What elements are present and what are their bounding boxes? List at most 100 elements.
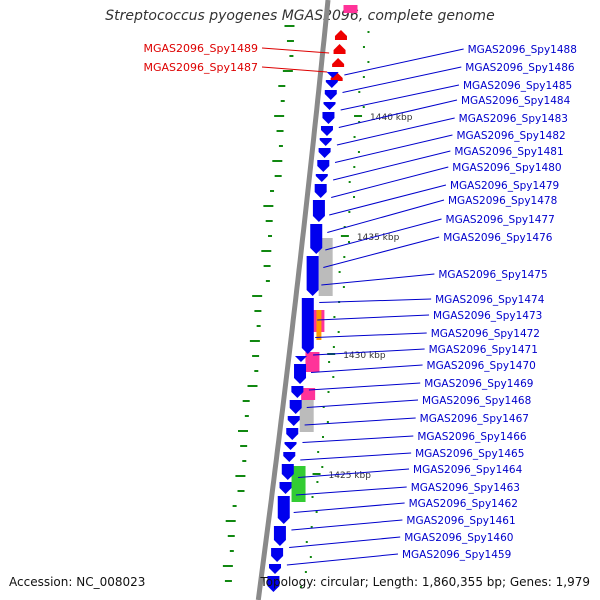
reverse-cds-arrow — [319, 138, 332, 146]
gc-dot — [309, 556, 312, 558]
cog-block — [301, 388, 316, 400]
gene-label-reverse: MGAS2096_Spy1466 — [417, 431, 527, 443]
gc-skew-bar — [289, 55, 294, 57]
gc-skew-bar — [272, 160, 283, 162]
gc-skew-bar — [265, 220, 273, 222]
reverse-cds-arrow — [320, 126, 333, 136]
gene-label-reverse: MGAS2096_Spy1470 — [427, 360, 536, 372]
reverse-cds-arrow — [289, 400, 302, 414]
gc-dot — [321, 466, 324, 468]
cog-block — [291, 466, 306, 502]
leader-line — [291, 519, 403, 531]
gc-dot — [311, 496, 314, 498]
gc-dot — [362, 106, 365, 108]
gc-skew-bar — [254, 310, 262, 312]
gene-label-reverse: MGAS2096_Spy1472 — [431, 328, 540, 340]
gene-label-reverse: MGAS2096_Spy1462 — [409, 498, 518, 510]
gc-dot — [353, 166, 356, 168]
gc-dot — [332, 376, 335, 378]
reverse-cds-arrow — [281, 464, 294, 480]
reverse-cds-arrow — [271, 548, 284, 562]
gene-label-reverse: MGAS2096_Spy1486 — [465, 62, 575, 74]
leader-line — [313, 348, 425, 356]
gc-skew-bar — [242, 460, 247, 462]
reverse-cds-arrow — [317, 160, 330, 172]
tick-label: 1430 kbp — [343, 351, 386, 361]
gc-skew-bar — [282, 70, 293, 72]
reverse-cds-arrow — [301, 298, 314, 354]
cds-track — [267, 30, 347, 592]
gene-label-reverse: MGAS2096_Spy1468 — [422, 395, 531, 407]
gc-dot — [357, 151, 360, 153]
cog-block — [299, 400, 314, 432]
gene-label-forward: MGAS2096_Spy1487 — [144, 61, 259, 74]
gc-dot — [338, 271, 341, 273]
gc-skew-bar — [256, 325, 261, 327]
leader-line — [325, 218, 442, 251]
leader-line — [344, 48, 464, 76]
gene-label-reverse: MGAS2096_Spy1483 — [459, 113, 568, 125]
leader-line — [323, 236, 440, 268]
gc-skew-bar — [276, 130, 284, 132]
leader-line — [308, 382, 421, 391]
gc-skew-bar — [274, 175, 282, 177]
tick-label: 1440 kbp — [370, 113, 413, 123]
gc-skew-bar — [237, 490, 245, 492]
gc-skew-bar — [232, 505, 237, 507]
gc-skew-bar — [247, 385, 258, 387]
gc-dot — [316, 481, 319, 483]
cog-block — [343, 5, 358, 13]
gc-dot — [317, 451, 320, 453]
leader-line — [338, 99, 458, 128]
gc-skew-bar — [263, 265, 271, 267]
gc-dot — [367, 31, 370, 33]
reverse-cds-arrow — [279, 482, 292, 494]
gc-dot — [327, 391, 330, 393]
reverse-cds-arrow — [286, 428, 299, 440]
gc-skew-bar — [249, 340, 260, 342]
reverse-cds-arrow — [326, 72, 339, 78]
gene-label-reverse: MGAS2096_Spy1475 — [438, 269, 547, 281]
reverse-cds-arrow — [294, 356, 307, 362]
gc-skew-bar — [286, 40, 294, 42]
gc-dot — [362, 46, 365, 48]
reverse-cds-arrow — [318, 148, 331, 158]
reverse-cds-arrow — [306, 256, 319, 296]
reverse-cds-arrow — [287, 416, 300, 426]
gc-dot — [348, 211, 351, 213]
gene-label-reverse: MGAS2096_Spy1467 — [420, 413, 529, 425]
gc-dot — [353, 136, 356, 138]
gene-label-reverse: MGAS2096_Spy1485 — [463, 80, 572, 92]
topology-text: Topology: circular; Length: 1,860,355 bp… — [260, 575, 590, 589]
leader-line — [310, 364, 423, 373]
gene-label-reverse: MGAS2096_Spy1481 — [454, 146, 563, 158]
leader-line — [317, 314, 430, 321]
gene-label-reverse: MGAS2096_Spy1460 — [404, 532, 513, 544]
reverse-cds-arrow — [314, 184, 327, 198]
leader-line — [342, 66, 462, 93]
reverse-cds-arrow — [322, 112, 335, 124]
gc-dot — [343, 226, 346, 228]
leader-line — [295, 486, 407, 496]
gc-dot — [343, 256, 346, 258]
gc-skew-bar — [244, 415, 249, 417]
leader-line — [261, 66, 328, 73]
gene-label-reverse: MGAS2096_Spy1465 — [415, 448, 524, 460]
accession-text: Accession: NC_008023 — [9, 575, 146, 589]
gc-dot — [358, 121, 361, 123]
gc-dot — [367, 61, 370, 63]
gc-dot — [310, 526, 313, 528]
gene-label-reverse: MGAS2096_Spy1479 — [450, 180, 559, 192]
reverse-cds-arrow — [325, 80, 338, 88]
leader-line — [304, 417, 416, 426]
gene-label-reverse: MGAS2096_Spy1480 — [452, 162, 561, 174]
reverse-cds-arrow — [273, 526, 286, 546]
gc-skew-bar — [252, 295, 263, 297]
reverse-cds-arrow — [291, 386, 304, 398]
gc-dot — [342, 286, 345, 288]
gc-dot — [353, 196, 356, 198]
gc-skew-bar — [238, 430, 249, 432]
position-ticks: 1440 kbp 1435 kbp 1430 kbp 1425 kbp — [312, 113, 413, 481]
gc-skew-bar — [240, 445, 248, 447]
reverse-cds-arrow — [267, 576, 280, 592]
